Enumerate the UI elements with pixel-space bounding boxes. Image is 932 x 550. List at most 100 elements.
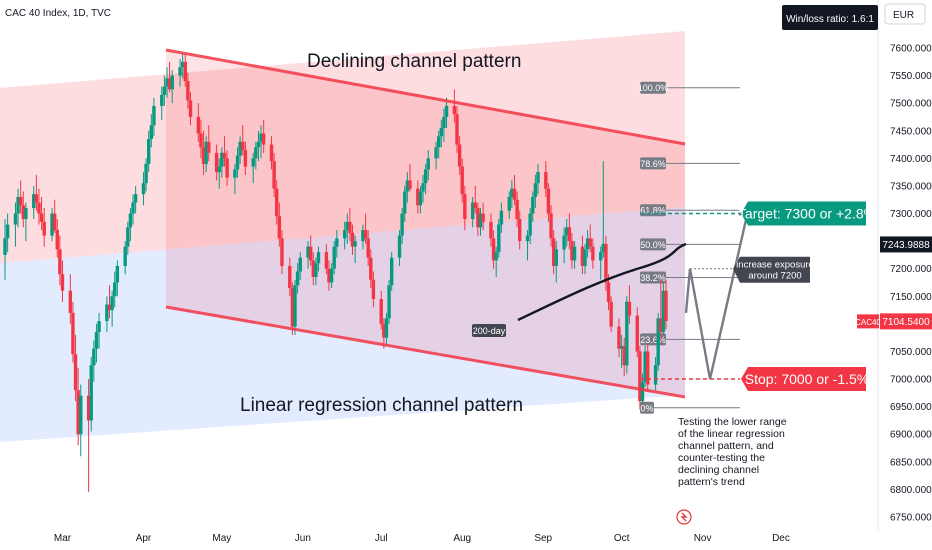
candle-body (619, 345, 624, 349)
candle-body (562, 235, 566, 250)
candle-body (52, 213, 57, 231)
y-tick-label: 7500.0000 (890, 99, 932, 110)
projected-path (684, 210, 750, 380)
candle-body (366, 238, 370, 258)
last-price-tag (880, 313, 932, 330)
candle-body (113, 282, 117, 297)
fib-label: 78.6% (640, 159, 666, 169)
candle-body (272, 161, 276, 189)
y-tick-label: 6850.0000 (890, 457, 932, 468)
candle-body (170, 75, 174, 90)
candle-body (73, 354, 78, 391)
candle-body (478, 213, 483, 228)
fib-label-box (640, 238, 666, 251)
candle-body (452, 105, 457, 115)
currency-button[interactable] (884, 3, 926, 25)
candle-body (536, 172, 540, 184)
candle-body (60, 274, 65, 291)
y-tick-label: 6950.0000 (890, 402, 932, 413)
candle-body (94, 332, 99, 349)
candle-body (507, 196, 511, 211)
y-tick-label: 6800.0000 (890, 485, 932, 496)
candle-body (5, 224, 10, 239)
winloss-box (782, 5, 878, 30)
candle-body (149, 125, 154, 140)
candle-body (580, 246, 585, 266)
candle-body (16, 196, 20, 214)
candle-body (408, 180, 412, 189)
candle-body (86, 395, 91, 421)
candle-body (470, 202, 475, 220)
fib-label: 61.8% (640, 206, 666, 216)
candle-body (123, 246, 127, 266)
candle-body (494, 252, 498, 261)
candle-body (379, 299, 383, 324)
candle-body (214, 152, 219, 173)
candle-body (444, 105, 449, 117)
candle-body (39, 213, 44, 222)
candle-body (316, 252, 321, 264)
candle-body (455, 114, 459, 145)
candle-body (277, 216, 282, 239)
fib-label-box (640, 271, 666, 284)
candle-body (290, 288, 295, 327)
y-tick-label: 7050.0000 (890, 347, 932, 358)
x-tick-label: Sep (534, 533, 552, 544)
fib-label-box (640, 157, 666, 170)
candle-body (280, 238, 284, 266)
candle-body (361, 230, 365, 242)
candle-body (34, 194, 39, 203)
candle-body (518, 219, 522, 242)
candle-body (627, 301, 632, 316)
candle-body (565, 227, 569, 236)
candle-body (165, 78, 169, 87)
candle-body (512, 188, 517, 200)
candle-body (196, 116, 201, 134)
fib-label-box (640, 204, 666, 217)
y-tick-label: 6900.0000 (890, 430, 932, 441)
candle-body (275, 188, 279, 217)
candle-body (42, 221, 46, 236)
candle-body (188, 100, 193, 117)
candle-body (491, 238, 496, 261)
x-tick-label: Dec (772, 533, 790, 544)
ma-label-box (472, 324, 506, 337)
ma-price-tag (880, 236, 932, 253)
fib-label: 50.0% (640, 240, 666, 250)
candle-body (329, 268, 334, 283)
candle-body (353, 241, 357, 247)
candle-body (382, 323, 386, 338)
candle-body (141, 183, 146, 195)
candle-body (369, 257, 373, 280)
candle-body (515, 199, 519, 220)
last-price-label: 7104.5400 (882, 317, 930, 328)
regression-channel-band (0, 207, 685, 442)
candle-body (598, 252, 603, 261)
candle-body (79, 395, 83, 435)
candle-body (387, 285, 391, 319)
candle-body (3, 238, 7, 255)
ma-label: 200-day (473, 326, 506, 336)
y-tick-label: 6750.0000 (890, 513, 932, 524)
candle-body (546, 188, 551, 214)
fib-label: 38.2% (640, 273, 666, 283)
declining-upper-line (165, 48, 686, 146)
candle-body (423, 169, 428, 184)
candle-body (481, 213, 485, 222)
candle-body (497, 224, 501, 253)
candle-body (499, 210, 504, 225)
x-tick-label: Nov (694, 533, 712, 544)
regression-channel-title: Linear regression channel pattern (240, 395, 523, 416)
candle-body (617, 326, 621, 349)
candle-body (659, 318, 663, 333)
candle-body (261, 133, 266, 145)
testing-note: Testing the lower range of the linear re… (678, 416, 790, 488)
x-tick-label: Oct (614, 533, 630, 544)
lightning-icon (680, 512, 688, 522)
candle-body (298, 257, 302, 272)
candle-body (625, 301, 629, 366)
candle-body (601, 243, 606, 253)
candle-body (661, 290, 666, 333)
candle-body (591, 246, 595, 261)
candle-body (643, 351, 647, 382)
